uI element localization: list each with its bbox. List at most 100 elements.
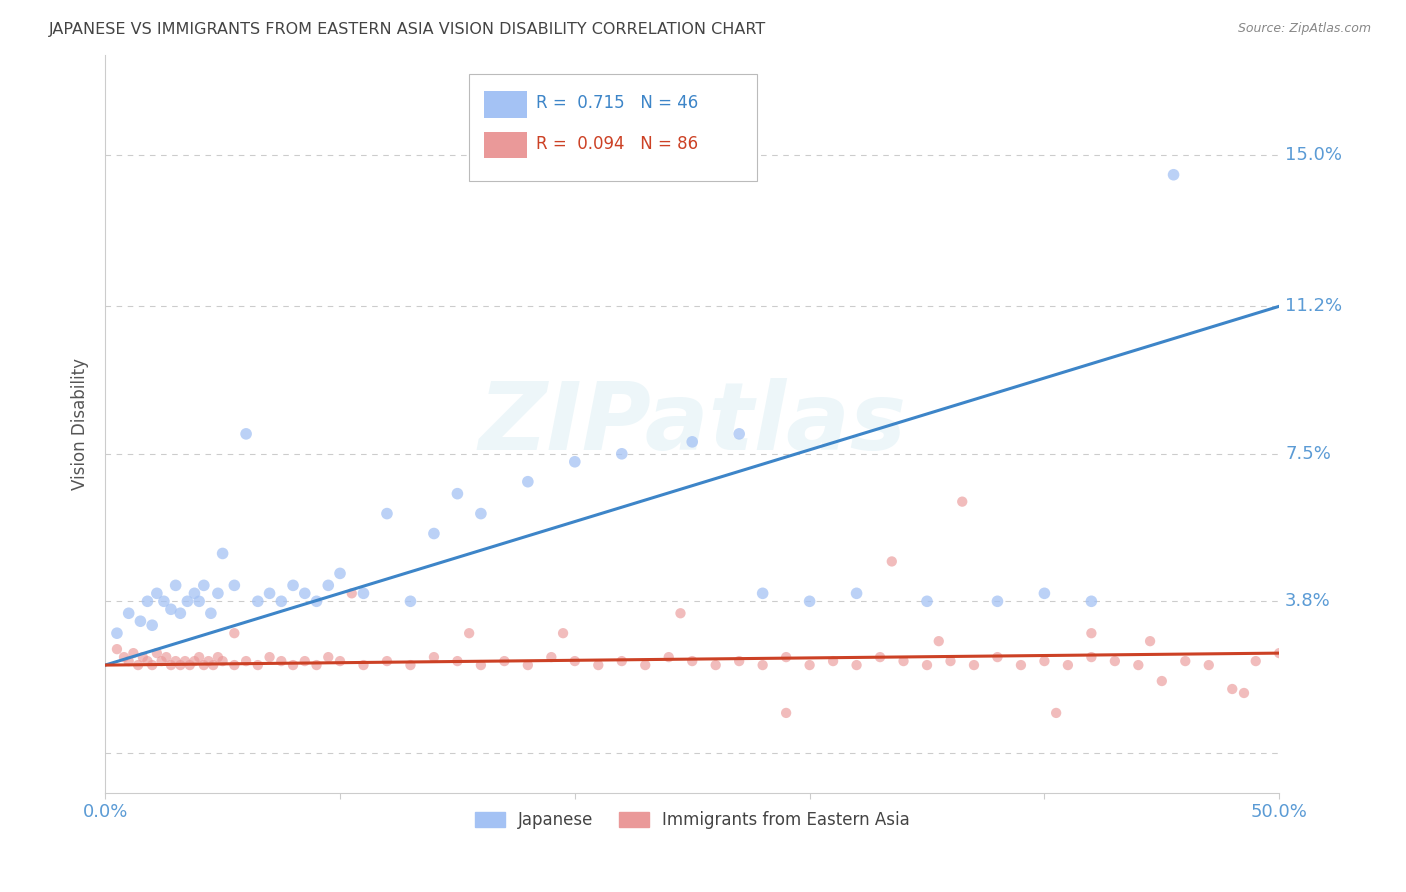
Point [118, 607, 141, 621]
Point [823, 654, 845, 668]
Point [259, 650, 281, 665]
Point [207, 650, 229, 665]
Point [136, 654, 159, 668]
Point [281, 658, 304, 673]
Point [105, 626, 128, 640]
Point [516, 658, 538, 673]
Point [1244, 654, 1267, 668]
Point [202, 658, 225, 673]
Point [1033, 586, 1056, 600]
Point [458, 626, 481, 640]
Point [105, 642, 128, 657]
Point [399, 658, 422, 673]
Point [169, 607, 191, 621]
Point [1080, 594, 1102, 608]
Point [950, 494, 973, 508]
Text: R =  0.715   N = 46: R = 0.715 N = 46 [536, 94, 699, 112]
Point [658, 650, 681, 665]
Point [153, 594, 176, 608]
Point [176, 594, 198, 608]
Point [446, 486, 468, 500]
Point [155, 650, 177, 665]
Point [775, 650, 797, 665]
Point [179, 658, 201, 673]
Point [188, 594, 211, 608]
Point [704, 658, 727, 673]
Point [353, 658, 375, 673]
Point [986, 594, 1008, 608]
Point [193, 658, 215, 673]
Point [799, 594, 821, 608]
Point [136, 594, 159, 608]
Point [141, 618, 163, 632]
Point [316, 650, 339, 665]
Point [939, 654, 962, 668]
Point [270, 594, 292, 608]
Point [150, 654, 173, 668]
Legend: Japanese, Immigrants from Eastern Asia: Japanese, Immigrants from Eastern Asia [468, 805, 917, 836]
Point [751, 658, 773, 673]
Point [188, 650, 211, 665]
Point [775, 706, 797, 720]
Point [470, 658, 492, 673]
Point [1057, 658, 1080, 673]
Text: 7.5%: 7.5% [1285, 445, 1331, 463]
Point [963, 658, 986, 673]
Point [112, 650, 135, 665]
Point [200, 607, 222, 621]
Point [375, 507, 398, 521]
Point [305, 594, 328, 608]
Point [893, 654, 915, 668]
Point [728, 426, 751, 441]
Text: ZIPatlas: ZIPatlas [478, 378, 907, 470]
Point [246, 594, 269, 608]
Point [1139, 634, 1161, 648]
Point [915, 658, 938, 673]
Point [1268, 646, 1291, 660]
Point [869, 650, 891, 665]
Point [146, 646, 169, 660]
Point [122, 646, 145, 660]
Point [799, 658, 821, 673]
Point [197, 654, 219, 668]
Point [235, 654, 257, 668]
Point [399, 594, 422, 608]
Point [224, 578, 246, 592]
Point [986, 650, 1008, 665]
Point [1174, 654, 1197, 668]
Point [183, 586, 205, 600]
Point [294, 586, 316, 600]
Point [1033, 654, 1056, 668]
Point [329, 566, 352, 581]
Point [564, 455, 586, 469]
Point [494, 654, 516, 668]
Point [353, 586, 375, 600]
Point [669, 607, 692, 621]
Point [224, 658, 246, 673]
Point [423, 526, 446, 541]
Point [681, 434, 703, 449]
Point [1220, 681, 1243, 696]
Point [1128, 658, 1150, 673]
Point [259, 586, 281, 600]
Point [174, 654, 197, 668]
Point [146, 586, 169, 600]
Text: JAPANESE VS IMMIGRANTS FROM EASTERN ASIA VISION DISABILITY CORRELATION CHART: JAPANESE VS IMMIGRANTS FROM EASTERN ASIA… [49, 22, 766, 37]
Text: R =  0.094   N = 86: R = 0.094 N = 86 [536, 135, 699, 153]
Point [375, 654, 398, 668]
Point [127, 658, 149, 673]
Point [340, 586, 363, 600]
Point [211, 546, 233, 560]
Point [235, 426, 257, 441]
Point [516, 475, 538, 489]
Point [845, 658, 868, 673]
Point [281, 578, 304, 592]
Point [118, 654, 141, 668]
Point [634, 658, 657, 673]
FancyBboxPatch shape [485, 132, 527, 159]
Point [610, 654, 633, 668]
Point [1080, 650, 1102, 665]
Point [551, 626, 574, 640]
Point [681, 654, 703, 668]
Point [246, 658, 269, 673]
